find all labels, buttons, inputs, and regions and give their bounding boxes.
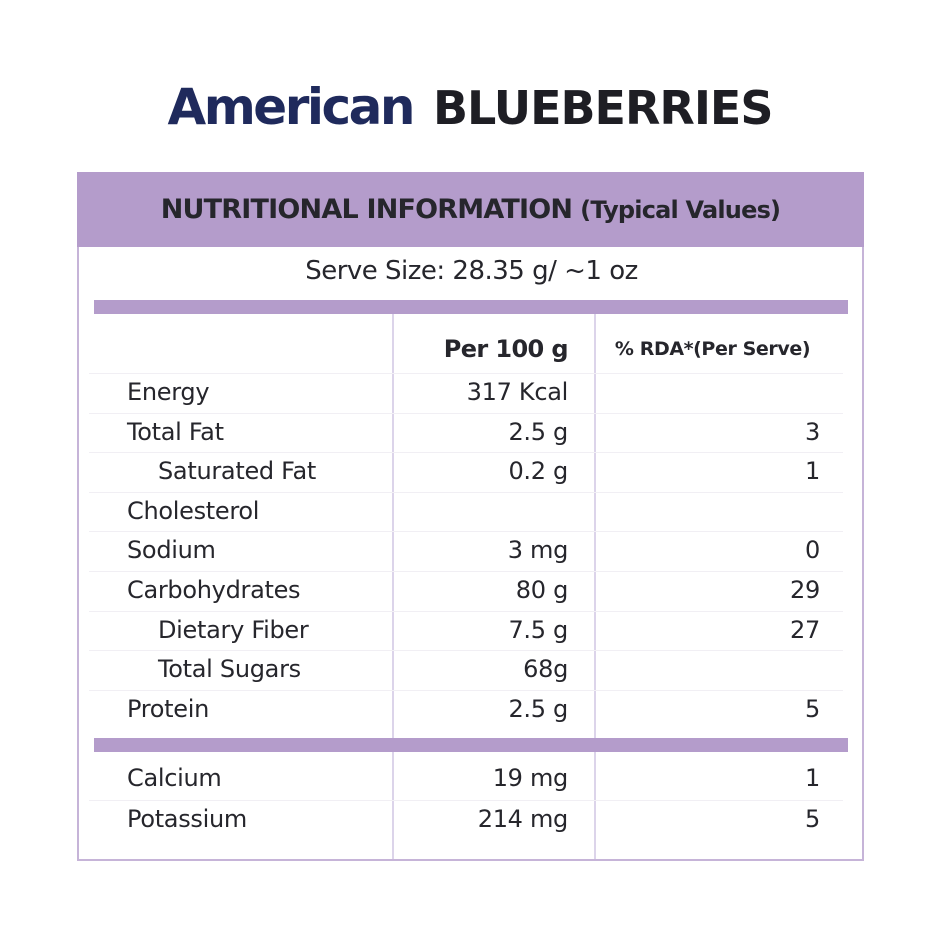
nutrient-rda: 0	[805, 536, 820, 565]
nutrient-per-100g: 3 mg	[507, 536, 569, 565]
nutrient-rda: 29	[790, 575, 820, 604]
nutrient-name: Calcium	[127, 764, 222, 792]
nutrition-heading: NUTRITIONAL INFORMATION	[160, 194, 573, 225]
nutrient-rows: Energy 317 Kcal Total Fat 2.5 g 3 Satura…	[89, 373, 843, 729]
nutrient-name: Total Fat	[127, 417, 224, 446]
nutrition-panel: NUTRITIONAL INFORMATION (Typical Values)…	[77, 172, 864, 861]
nutrient-rda: 1	[805, 457, 820, 486]
nutrition-panel-header: NUTRITIONAL INFORMATION (Typical Values)	[77, 172, 864, 247]
nutrient-name: Dietary Fiber	[158, 615, 309, 644]
nutrient-per-100g: 0.2 g	[508, 457, 568, 486]
table-row-dietary-fiber: Dietary Fiber 7.5 g 27	[89, 610, 843, 651]
nutrition-heading-sub: (Typical Values)	[580, 195, 781, 224]
nutrient-rda: 5	[805, 804, 820, 833]
nutrient-name: Protein	[127, 694, 210, 723]
nutrient-per-100g: 2.5 g	[508, 694, 568, 723]
serve-size: Serve Size: 28.35 g/ ~1 oz	[305, 256, 638, 286]
nutrient-name: Sodium	[127, 536, 216, 565]
divider-bar-top	[94, 300, 848, 314]
nutrient-name: Carbohydrates	[127, 575, 301, 604]
nutrient-rda: 5	[805, 694, 820, 723]
column-header-rda: % RDA*(Per Serve)	[614, 338, 811, 360]
table-row-total-fat: Total Fat 2.5 g 3	[89, 412, 843, 453]
table-row-protein: Protein 2.5 g 5	[89, 689, 843, 730]
nutrient-name: Potassium	[127, 804, 247, 833]
nutrient-per-100g: 68g	[523, 655, 568, 684]
nutrient-name: Energy	[127, 378, 210, 406]
nutrient-name: Total Sugars	[158, 655, 301, 684]
table-row-carbohydrates: Carbohydrates 80 g 29	[89, 570, 843, 611]
brand-name: American	[167, 78, 416, 136]
nutrient-per-100g: 19 mg	[492, 764, 569, 792]
table-row-cholesterol: Cholesterol	[89, 491, 843, 532]
page-title: American BLUEBERRIES	[0, 78, 940, 142]
mineral-rows: Calcium 19 mg 1 Potassium 214 mg 5	[89, 760, 843, 839]
nutrient-rda: 3	[805, 417, 820, 446]
nutrient-name: Cholesterol	[127, 496, 260, 525]
table-row-potassium: Potassium 214 mg 5	[89, 799, 843, 840]
nutrient-per-100g: 214 mg	[477, 804, 569, 833]
table-row-total-sugars: Total Sugars 68g	[89, 650, 843, 690]
product-name: BLUEBERRIES	[432, 81, 774, 135]
nutrient-rda: 1	[805, 764, 820, 792]
divider-bar-minerals	[94, 738, 848, 752]
nutrient-name: Saturated Fat	[158, 457, 316, 486]
nutrient-per-100g: 317 Kcal	[466, 378, 569, 406]
nutrient-rda: 27	[790, 615, 820, 644]
table-row-calcium: Calcium 19 mg 1	[89, 760, 843, 800]
column-divider-1	[392, 314, 394, 859]
table-row-energy: Energy 317 Kcal	[89, 373, 843, 413]
nutrient-per-100g: 80 g	[515, 575, 569, 604]
column-divider-2	[594, 314, 596, 859]
column-header-per-100g: Per 100 g	[443, 335, 569, 363]
table-row-sodium: Sodium 3 mg 0	[89, 531, 843, 571]
nutrient-per-100g: 7.5 g	[508, 615, 568, 644]
nutrient-per-100g: 2.5 g	[508, 417, 568, 446]
table-row-saturated-fat: Saturated Fat 0.2 g 1	[89, 452, 843, 492]
